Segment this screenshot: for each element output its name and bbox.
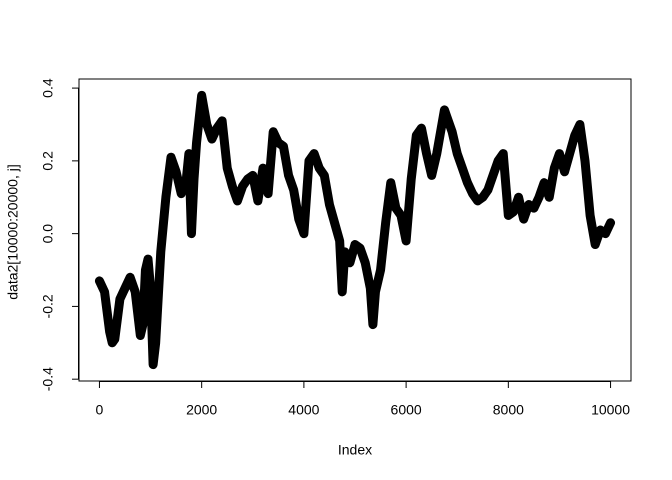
x-tick-label: 6000 — [391, 402, 422, 418]
x-tick-label: 8000 — [493, 402, 524, 418]
data-line — [94, 90, 616, 370]
y-tick-label: -0.4 — [40, 367, 56, 391]
x-tick-label: 10000 — [591, 402, 630, 418]
y-tick-label: 0.0 — [40, 224, 56, 244]
y-tick-label: 0.4 — [40, 78, 56, 98]
x-tick-label: 2000 — [186, 402, 217, 418]
x-axis-label: Index — [338, 442, 372, 458]
y-tick-label: -0.2 — [40, 294, 56, 318]
x-tick-label: 4000 — [288, 402, 319, 418]
x-tick-label: 0 — [96, 402, 104, 418]
y-tick-label: 0.2 — [40, 151, 56, 171]
y-axis-label: data2[10000:20000, j] — [5, 164, 21, 299]
